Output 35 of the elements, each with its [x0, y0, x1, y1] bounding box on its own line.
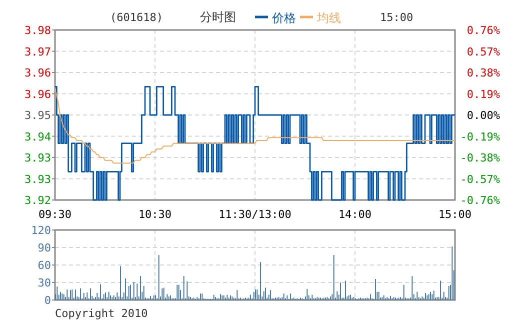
x-tick-label: 15:00	[438, 208, 472, 221]
x-tick-label: 11:30/13:00	[218, 208, 292, 221]
y-tick-label: 3.98	[24, 24, 51, 37]
line-series	[54, 89, 456, 164]
y2-tick-label: 0.19%	[466, 88, 500, 101]
y-tick-label: 3.95	[24, 109, 51, 122]
y-tick-label: 60	[38, 259, 51, 272]
y-tick-label: 3.97	[24, 45, 51, 58]
y-tick-label: 3.93	[24, 152, 51, 164]
chart-subtitle: 分时图	[200, 10, 236, 24]
y-tick-label: 30	[38, 276, 51, 290]
text: Copyright 2010	[55, 307, 148, 320]
legend-label: 均线	[316, 11, 341, 25]
y2-tick-label: 0.57%	[466, 45, 500, 58]
x-tick-label: 10:30	[138, 208, 172, 221]
y2-tick-label: 0.00%	[466, 109, 500, 122]
y2-tick-label: -0.76%	[460, 194, 500, 207]
y-tick-label: 3.92	[24, 194, 51, 207]
y-tick-label: 0	[44, 294, 51, 307]
y2-tick-label: 0.76%	[466, 24, 500, 37]
text: 15:00	[380, 11, 414, 24]
x-tick-label: 14:00	[338, 208, 372, 221]
y-tick-label: 3.96	[24, 88, 51, 101]
y-tick-label: 90	[38, 242, 51, 254]
legend-label: 价格	[271, 11, 296, 25]
y-tick-label: 3.93	[24, 172, 51, 186]
chart-title: (601618)	[110, 11, 163, 24]
y-tick-label: 3.94	[24, 130, 52, 144]
y2-tick-label: -0.19%	[460, 130, 500, 144]
y-tick-label: 120	[31, 224, 51, 237]
y2-tick-label: -0.57%	[460, 172, 500, 186]
x-tick-label: 09:30	[38, 208, 72, 221]
y2-tick-label: 0.38%	[466, 66, 500, 80]
y-tick-label: 3.96	[24, 66, 51, 80]
y2-tick-label: -0.38%	[460, 152, 500, 164]
